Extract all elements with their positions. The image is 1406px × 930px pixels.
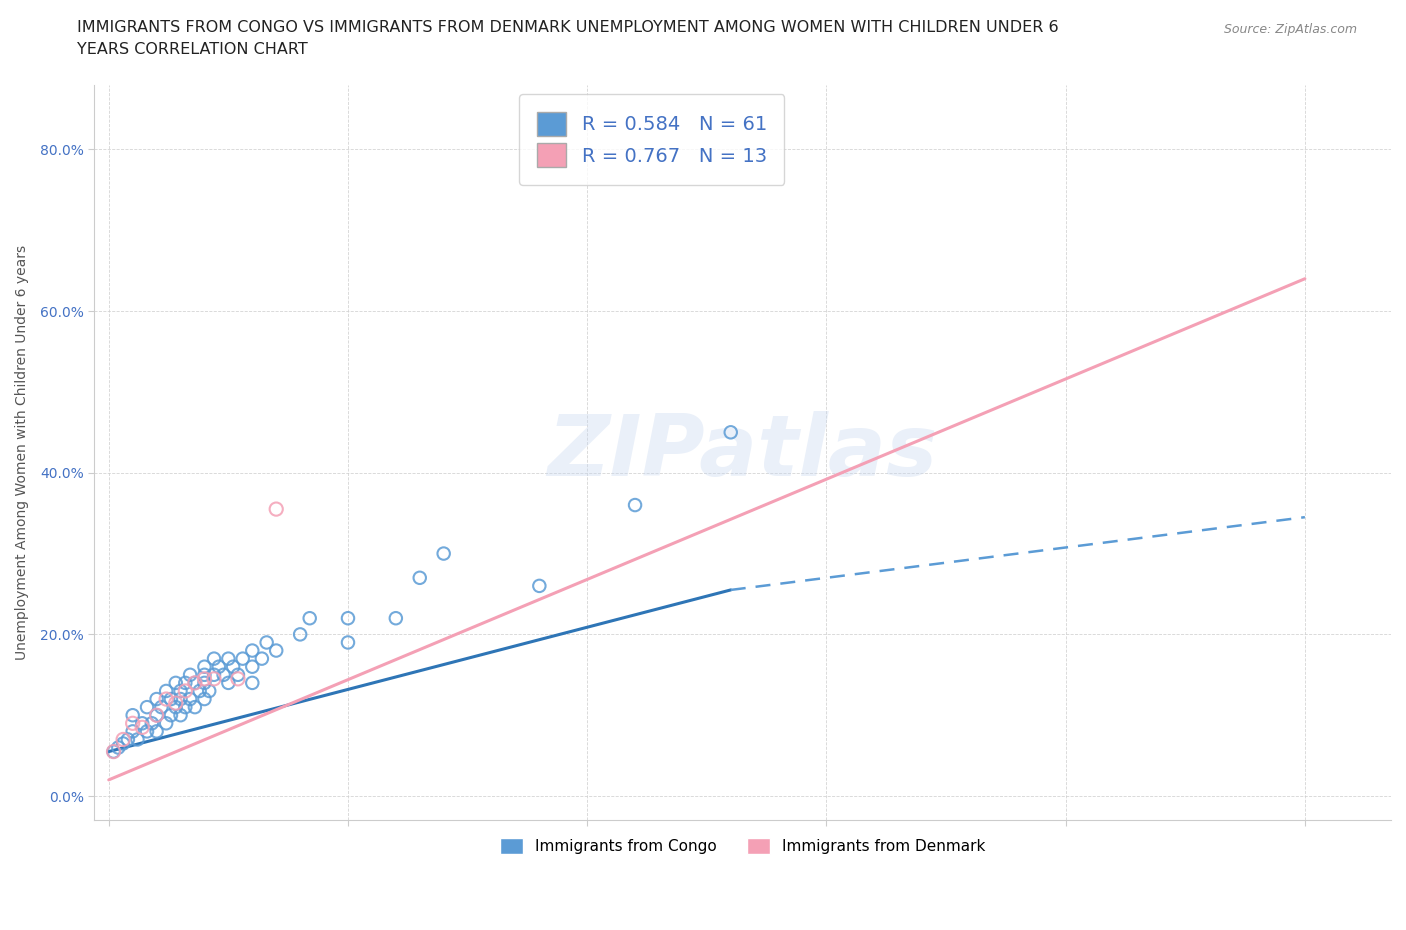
Point	[169, 684, 191, 698]
Point	[202, 668, 225, 683]
Point	[193, 659, 215, 674]
Point	[103, 744, 125, 759]
Point	[217, 675, 239, 690]
Text: YEARS CORRELATION CHART: YEARS CORRELATION CHART	[77, 42, 308, 57]
Point	[624, 498, 647, 512]
Point	[226, 671, 249, 686]
Point	[165, 696, 187, 711]
Point	[174, 675, 197, 690]
Point	[136, 724, 159, 738]
Point	[264, 501, 287, 516]
Point	[169, 708, 191, 723]
Point	[131, 720, 153, 735]
Point	[179, 668, 201, 683]
Point	[288, 627, 311, 642]
Point	[193, 668, 215, 683]
Y-axis label: Unemployment Among Women with Children Under 6 years: Unemployment Among Women with Children U…	[15, 245, 30, 660]
Point	[136, 699, 159, 714]
Point	[193, 692, 215, 707]
Point	[222, 659, 245, 674]
Point	[385, 611, 408, 626]
Point	[155, 692, 177, 707]
Point	[160, 692, 183, 707]
Point	[155, 716, 177, 731]
Point	[188, 684, 211, 698]
Point	[212, 668, 235, 683]
Point	[145, 692, 167, 707]
Point	[264, 644, 287, 658]
Point	[121, 716, 143, 731]
Point	[202, 671, 225, 686]
Point	[184, 699, 207, 714]
Point	[160, 708, 183, 723]
Point	[193, 675, 215, 690]
Point	[240, 675, 263, 690]
Point	[720, 425, 742, 440]
Point	[121, 708, 143, 723]
Point	[103, 744, 125, 759]
Point	[174, 699, 197, 714]
Point	[179, 692, 201, 707]
Point	[529, 578, 551, 593]
Point	[217, 651, 239, 666]
Point	[165, 699, 187, 714]
Point	[145, 708, 167, 723]
Point	[169, 692, 191, 707]
Point	[409, 570, 432, 585]
Point	[112, 732, 135, 747]
Point	[165, 675, 187, 690]
Point	[198, 684, 221, 698]
Point	[107, 740, 129, 755]
Point	[336, 611, 359, 626]
Text: ZIPatlas: ZIPatlas	[547, 411, 938, 494]
Point	[127, 732, 149, 747]
Point	[184, 675, 207, 690]
Point	[226, 668, 249, 683]
Point	[433, 546, 456, 561]
Point	[208, 659, 231, 674]
Point	[202, 651, 225, 666]
Point	[240, 644, 263, 658]
Point	[112, 736, 135, 751]
Point	[240, 659, 263, 674]
Point	[145, 724, 167, 738]
Point	[141, 716, 163, 731]
Point	[117, 732, 139, 747]
Point	[298, 611, 321, 626]
Point	[150, 699, 173, 714]
Point	[174, 684, 197, 698]
Point	[131, 716, 153, 731]
Point	[155, 684, 177, 698]
Text: IMMIGRANTS FROM CONGO VS IMMIGRANTS FROM DENMARK UNEMPLOYMENT AMONG WOMEN WITH C: IMMIGRANTS FROM CONGO VS IMMIGRANTS FROM…	[77, 20, 1059, 35]
Point	[232, 651, 254, 666]
Point	[121, 724, 143, 738]
Point	[250, 651, 273, 666]
Point	[184, 675, 207, 690]
Point	[256, 635, 278, 650]
Point	[336, 635, 359, 650]
Point	[145, 708, 167, 723]
Text: Source: ZipAtlas.com: Source: ZipAtlas.com	[1223, 23, 1357, 36]
Point	[193, 671, 215, 686]
Legend: Immigrants from Congo, Immigrants from Denmark: Immigrants from Congo, Immigrants from D…	[494, 831, 991, 860]
